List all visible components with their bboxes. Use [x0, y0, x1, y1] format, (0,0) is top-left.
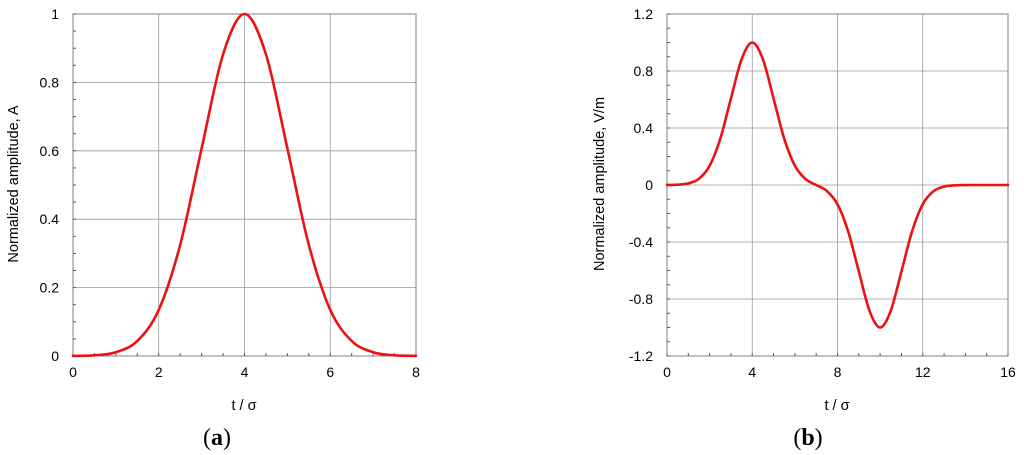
panel-caption: (a): [203, 425, 231, 451]
x-tick-label: 4: [241, 364, 249, 380]
y-tick-label: 0.8: [40, 74, 60, 90]
series-line: [665, 41, 1010, 329]
y-tick-label: -0.4: [629, 234, 653, 250]
x-tick-label: 2: [155, 364, 163, 380]
plot-area: [665, 13, 1010, 357]
x-tick-label: 0: [69, 364, 77, 380]
chart-a: 0 2 4 6 8 0 0.2 0.4 0.6 0.8 1 t / σ Normalized amp…: [6, 6, 420, 451]
y-tick-label: 1.2: [634, 6, 654, 22]
x-tick-label: 6: [326, 364, 334, 380]
x-tick-label: 8: [412, 364, 420, 380]
plot-area: [71, 12, 418, 358]
x-tick-label: 0: [663, 364, 671, 380]
x-tick-label: 12: [915, 364, 931, 380]
chart-b: 0 4 8 12 16 -1.2 -0.8 -0.4 0 0.4 0.8 1.2 t / σ Norm…: [592, 6, 1016, 451]
x-tick-label: 4: [748, 364, 756, 380]
y-tick-label: 0.4: [40, 211, 60, 227]
y-tick-label: 0.6: [40, 143, 60, 159]
tick-labels: 0 4 8 12 16 -1.2 -0.8 -0.4 0 0.4 0.8 1.2: [629, 6, 1016, 380]
x-axis-title: t / σ: [231, 398, 256, 414]
x-tick-label: 16: [1000, 364, 1016, 380]
y-tick-label: 0: [645, 177, 653, 193]
y-tick-label: 0.2: [40, 280, 60, 296]
y-tick-label: 0.4: [634, 120, 654, 136]
y-tick-label: 0: [51, 348, 59, 364]
tick-labels: 0 2 4 6 8 0 0.2 0.4 0.6 0.8 1: [40, 6, 421, 380]
x-axis-title: t / σ: [824, 398, 849, 414]
y-axis-title: Normalized amplitude, A: [6, 105, 22, 262]
y-tick-label: 1: [51, 6, 59, 22]
x-tick-label: 8: [834, 364, 842, 380]
y-tick-label: 0.8: [634, 63, 654, 79]
y-tick-label: -0.8: [629, 291, 653, 307]
y-axis-title: Normalized amplitude, V/m: [592, 97, 608, 271]
panel-caption: (b): [793, 425, 822, 451]
y-tick-label: -1.2: [629, 348, 653, 364]
series-line: [71, 12, 418, 358]
